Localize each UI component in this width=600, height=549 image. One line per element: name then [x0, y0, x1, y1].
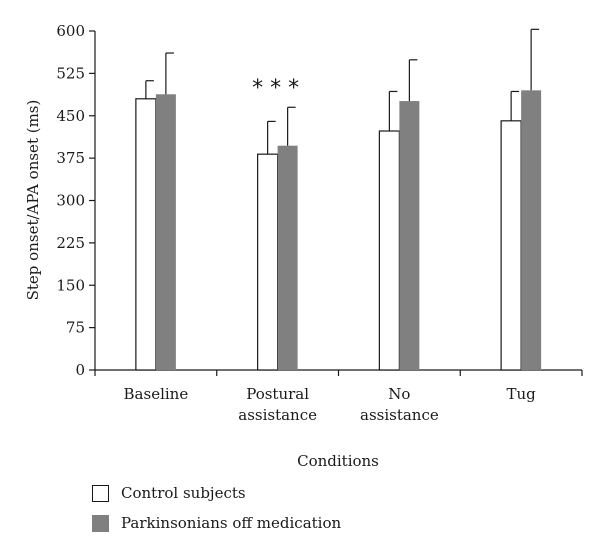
y-tick-label: 75 [66, 319, 85, 337]
bar-control [257, 153, 279, 371]
bar-parkinsonians [155, 94, 176, 370]
bar-parkinsonians [277, 145, 298, 370]
y-tick-label: 0 [75, 361, 85, 379]
bar-parkinsonians [399, 101, 420, 370]
legend: Control subjects Parkinsonians off medic… [92, 478, 341, 538]
legend-item-parkinsonians: Parkinsonians off medication [92, 508, 341, 538]
legend-swatch-parkinsonians [92, 514, 109, 532]
x-tick-label: Postural assistance [238, 385, 317, 424]
y-axis-title: Step onset/APA onset (ms) [24, 100, 42, 301]
annotations: * * * [252, 76, 299, 101]
bar-control [135, 98, 157, 371]
significance-annotation: * * * [252, 76, 299, 101]
bar-parkinsonians [521, 90, 542, 370]
bar-control [500, 120, 522, 371]
legend-swatch-control [92, 484, 109, 502]
bar-control [378, 130, 400, 371]
x-axis: Baseline Postural assistance No assistance Tu… [94, 369, 583, 424]
y-tick-label: 225 [56, 234, 85, 252]
legend-label-parkinsonians: Parkinsonians off medication [121, 514, 342, 532]
legend-item-control: Control subjects [92, 478, 341, 508]
y-tick-label: 525 [56, 64, 85, 82]
y-tick-label: 600 [56, 22, 85, 40]
y-tick-label: 300 [56, 192, 85, 210]
y-tick-label: 375 [56, 149, 85, 167]
y-tick-label: 450 [56, 107, 85, 125]
legend-label-control: Control subjects [121, 484, 246, 502]
y-axis: 0 75 150 225 300 375 450 525 600 [56, 22, 96, 379]
x-tick-label: Tug [506, 385, 536, 403]
x-tick-label: Baseline [124, 385, 189, 403]
x-tick-label: No assistance [360, 385, 439, 424]
y-tick-label: 150 [56, 276, 85, 294]
x-axis-title: Conditions [297, 452, 379, 470]
bar-series [135, 28, 542, 371]
